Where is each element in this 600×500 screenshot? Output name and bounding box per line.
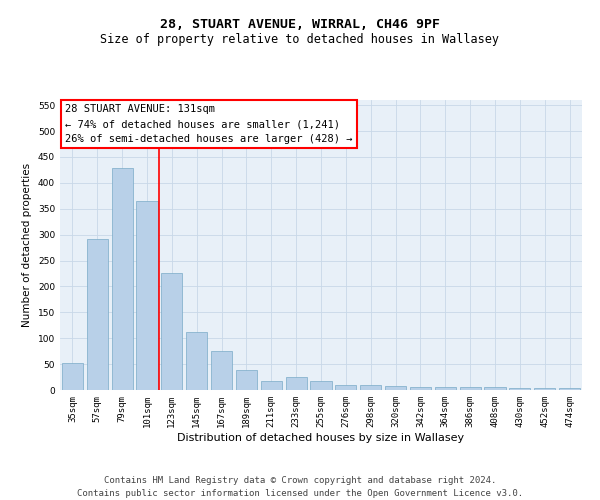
- Text: 28 STUART AVENUE: 131sqm
← 74% of detached houses are smaller (1,241)
26% of sem: 28 STUART AVENUE: 131sqm ← 74% of detach…: [65, 104, 353, 144]
- Bar: [261, 380, 282, 390]
- Bar: [286, 377, 307, 390]
- Bar: [484, 388, 506, 390]
- Bar: [435, 388, 456, 390]
- Text: 28, STUART AVENUE, WIRRAL, CH46 9PF: 28, STUART AVENUE, WIRRAL, CH46 9PF: [160, 18, 440, 30]
- Bar: [534, 388, 555, 390]
- Bar: [310, 380, 332, 390]
- Bar: [136, 201, 158, 390]
- Bar: [385, 386, 406, 390]
- Bar: [509, 388, 530, 390]
- Bar: [211, 351, 232, 390]
- Bar: [112, 168, 133, 390]
- Bar: [236, 370, 257, 390]
- Bar: [360, 385, 381, 390]
- Bar: [335, 385, 356, 390]
- Bar: [460, 388, 481, 390]
- Bar: [87, 239, 108, 390]
- Bar: [161, 274, 182, 390]
- Bar: [559, 388, 580, 390]
- Bar: [62, 362, 83, 390]
- Bar: [186, 332, 207, 390]
- Text: Size of property relative to detached houses in Wallasey: Size of property relative to detached ho…: [101, 32, 499, 46]
- X-axis label: Distribution of detached houses by size in Wallasey: Distribution of detached houses by size …: [178, 432, 464, 442]
- Y-axis label: Number of detached properties: Number of detached properties: [22, 163, 32, 327]
- Text: Contains HM Land Registry data © Crown copyright and database right 2024.
Contai: Contains HM Land Registry data © Crown c…: [77, 476, 523, 498]
- Bar: [410, 388, 431, 390]
